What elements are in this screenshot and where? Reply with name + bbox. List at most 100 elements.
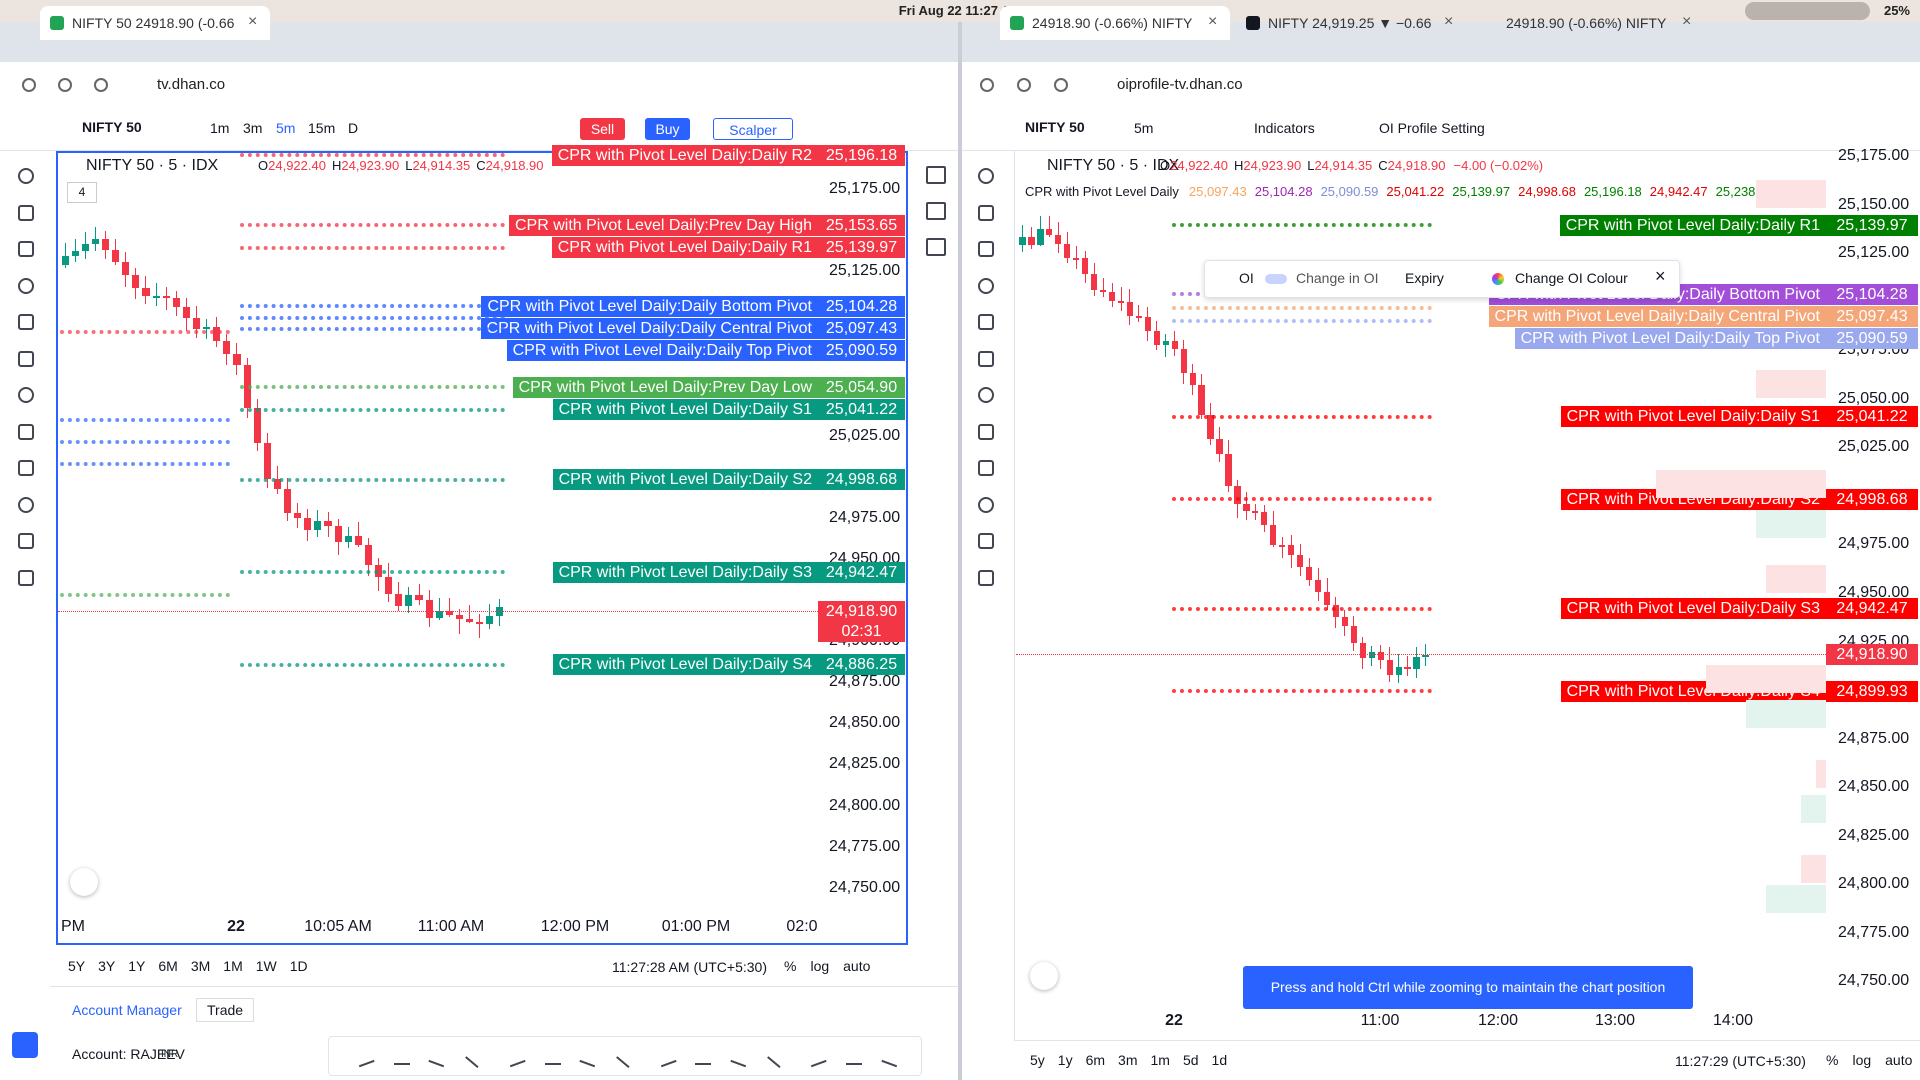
drawing-tool[interactable] xyxy=(544,1047,561,1065)
tool-icon[interactable] xyxy=(18,314,34,330)
symbol[interactable]: NIFTY 50 xyxy=(82,119,142,135)
candle-body xyxy=(1243,504,1250,511)
tool-icon[interactable] xyxy=(18,387,34,403)
oi-setting[interactable]: OI Profile Setting xyxy=(1379,120,1485,136)
side-icon[interactable] xyxy=(926,238,946,256)
side-icon[interactable] xyxy=(926,166,946,184)
buy-button[interactable]: Buy xyxy=(645,118,690,140)
symbol[interactable]: NIFTY 50 xyxy=(1025,119,1085,135)
nav-button[interactable] xyxy=(980,78,994,92)
interval[interactable]: 1m xyxy=(210,120,230,136)
tool-icon[interactable] xyxy=(978,387,994,403)
tool-icon[interactable] xyxy=(978,314,994,330)
tab[interactable]: 24918.90 (-0.66%) NIFTY × xyxy=(1474,6,1704,40)
range[interactable]: 6m xyxy=(1085,1052,1106,1068)
star-button[interactable] xyxy=(12,1032,38,1058)
tool-icon[interactable] xyxy=(978,168,994,184)
scale[interactable]: auto xyxy=(1885,1052,1913,1068)
range[interactable]: 5Y xyxy=(68,958,86,974)
interval[interactable]: 3m xyxy=(243,120,263,136)
scale[interactable]: % xyxy=(784,958,797,974)
price-tick-label: 24,750.00 xyxy=(1838,972,1910,990)
scale[interactable]: auto xyxy=(843,958,871,974)
sell-button[interactable]: Sell xyxy=(580,118,625,140)
tab[interactable]: 24918.90 (-0.66%) NIFTY × xyxy=(1000,6,1230,40)
interval[interactable]: 5m xyxy=(276,120,296,136)
range[interactable]: 1D xyxy=(289,958,308,974)
oi-change[interactable]: Change in OI xyxy=(1296,270,1379,286)
level-line xyxy=(1172,414,1432,419)
candle-wick xyxy=(1407,655,1409,677)
tool-icon[interactable] xyxy=(18,460,34,476)
tool-icon[interactable] xyxy=(18,533,34,549)
nav-button[interactable] xyxy=(94,78,108,92)
tool-icon[interactable] xyxy=(978,241,994,257)
trade-tab[interactable]: Trade xyxy=(196,998,255,1022)
range[interactable]: 5d xyxy=(1182,1052,1199,1068)
oi-label[interactable]: OI xyxy=(1239,270,1254,286)
tab[interactable]: NIFTY 24,919.25 ▼ −0.66 × xyxy=(1236,6,1466,40)
nav-button[interactable] xyxy=(22,78,36,92)
price-tick-label: 24,875.00 xyxy=(829,673,901,691)
scale[interactable]: % xyxy=(1826,1052,1839,1068)
drawing-tool[interactable] xyxy=(393,1047,410,1065)
url[interactable]: tv.dhan.co xyxy=(157,76,226,93)
nav-button[interactable] xyxy=(1017,78,1031,92)
scalper-button[interactable]: Scalper xyxy=(713,118,793,140)
interval[interactable]: 15m xyxy=(308,120,336,136)
bottom-divider xyxy=(50,986,958,987)
tool-icon[interactable] xyxy=(18,569,34,586)
candle-body xyxy=(182,306,190,318)
oi-colour[interactable]: Change OI Colour xyxy=(1515,270,1628,286)
clock[interactable]: 11:27:29 (UTC+5:30) xyxy=(1675,1053,1806,1069)
scale[interactable]: log xyxy=(810,958,830,974)
tool-icon[interactable] xyxy=(18,423,34,440)
tool-icon[interactable] xyxy=(18,350,34,367)
drawing-tool[interactable] xyxy=(695,1047,712,1065)
tool-icon[interactable] xyxy=(18,277,34,294)
oi-toggle[interactable] xyxy=(1265,274,1287,284)
interval[interactable]: 5m xyxy=(1134,120,1154,136)
tool-icon[interactable] xyxy=(18,496,34,513)
tool-icon[interactable] xyxy=(978,533,994,549)
drawing-tool[interactable] xyxy=(846,1047,863,1065)
nav-button[interactable] xyxy=(1054,78,1068,92)
scale[interactable]: log xyxy=(1852,1052,1872,1068)
nav-button[interactable] xyxy=(58,78,72,92)
range[interactable]: 1y xyxy=(1057,1052,1073,1068)
side-icon[interactable] xyxy=(926,202,946,220)
range[interactable]: 1d xyxy=(1211,1052,1228,1068)
tool-icon[interactable] xyxy=(978,460,994,476)
ohlc-value: 24,914.35 xyxy=(412,158,471,173)
candle-body xyxy=(466,618,474,622)
level-line xyxy=(1172,305,1432,310)
tool-icon[interactable] xyxy=(978,423,994,440)
range[interactable]: 3M xyxy=(190,958,211,974)
oi-close[interactable]: × xyxy=(1655,266,1666,286)
collapse-toggle[interactable]: 4 xyxy=(67,182,97,203)
tab[interactable]: NIFTY 50 24918.90 (-0.66 × xyxy=(40,6,270,40)
tool-icon[interactable] xyxy=(978,277,994,294)
tool-icon[interactable] xyxy=(978,496,994,513)
range[interactable]: 3Y xyxy=(98,958,116,974)
indicators[interactable]: Indicators xyxy=(1254,120,1315,136)
tool-icon[interactable] xyxy=(978,569,994,586)
tool-icon[interactable] xyxy=(18,241,34,257)
range[interactable]: 3m xyxy=(1118,1052,1138,1068)
range[interactable]: 1W xyxy=(255,958,277,974)
range[interactable]: 1Y xyxy=(128,958,146,974)
tool-icon[interactable] xyxy=(978,204,994,221)
url[interactable]: oiprofile-tv.dhan.co xyxy=(1117,76,1243,93)
account-manager-tab[interactable]: Account Manager xyxy=(72,1002,182,1018)
price-tick-label: 24,975.00 xyxy=(1838,535,1910,553)
range[interactable]: 5y xyxy=(1030,1052,1045,1068)
tool-icon[interactable] xyxy=(18,204,34,221)
range[interactable]: 6M xyxy=(158,958,178,974)
range[interactable]: 1M xyxy=(223,958,243,974)
interval[interactable]: D xyxy=(348,120,359,136)
range[interactable]: 1m xyxy=(1150,1052,1170,1068)
tool-icon[interactable] xyxy=(978,350,994,367)
tool-icon[interactable] xyxy=(18,168,34,184)
clock[interactable]: 11:27:28 AM (UTC+5:30) xyxy=(612,959,767,975)
oi-expiry[interactable]: Expiry xyxy=(1405,270,1444,286)
